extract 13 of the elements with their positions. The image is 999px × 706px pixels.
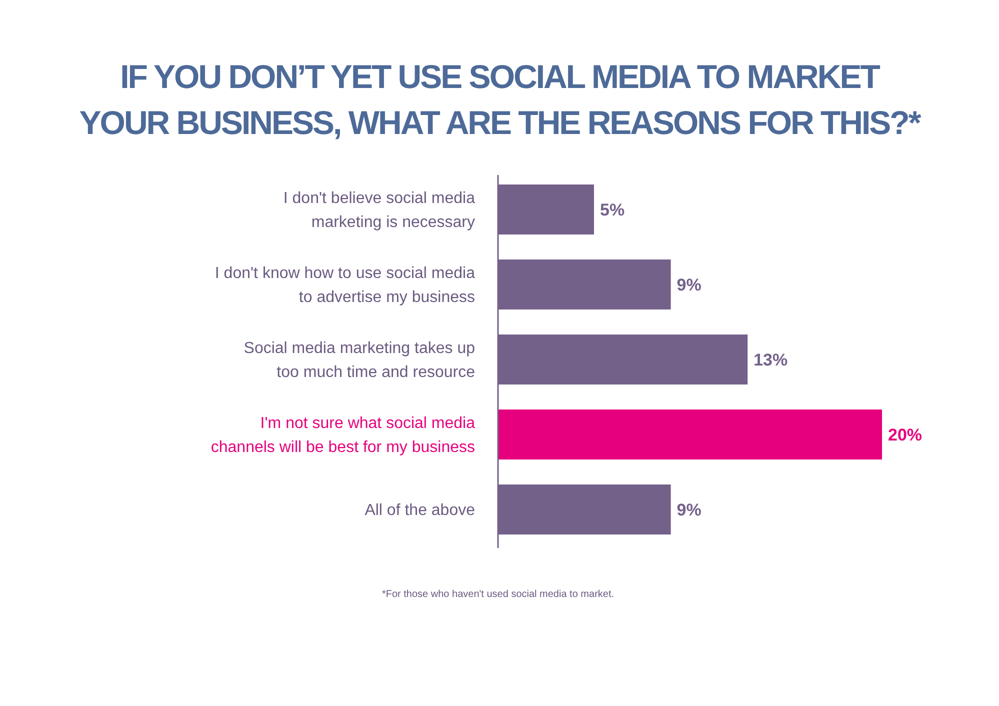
y-tick-label: Social media marketing takes up too much time and resource <box>244 340 476 382</box>
y-tick-label: I'm not sure what social media channels will be best for my business <box>210 415 476 456</box>
text: *For those who haven't used social media to market. <box>382 589 614 600</box>
y-tick-label: All of the above <box>364 502 476 520</box>
data-label: 9% <box>676 275 702 294</box>
data-label: 20% <box>888 425 922 444</box>
data-label: 13% <box>754 350 788 370</box>
y-tick-label: I don't believe social media marketing is necessary <box>283 190 476 232</box>
bar <box>498 410 882 460</box>
chart-title: IF YOU DON’T YET USE SOCIAL MEDIA TO MARKET YOUR BUSINESS, WHAT ARE THE REASONS FOR THIS?* <box>79 58 922 141</box>
y-tick-label: I don't know how to use social media to advertise my business <box>214 265 476 306</box>
data-label: 9% <box>676 500 702 520</box>
data-label: 5% <box>600 200 625 220</box>
